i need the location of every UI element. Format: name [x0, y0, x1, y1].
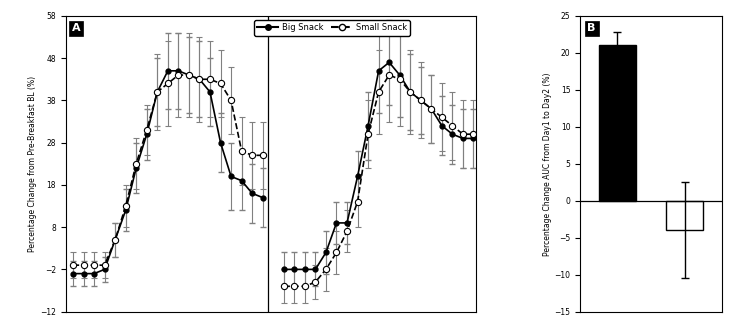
Bar	[599, 45, 636, 201]
Text: B: B	[588, 23, 596, 33]
Y-axis label: Percentage Change from Pre-Breakfast BL (%): Percentage Change from Pre-Breakfast BL …	[28, 76, 37, 252]
Text: A: A	[71, 23, 80, 33]
Y-axis label: Percentage Change AUC from Day1 to Day2 (%): Percentage Change AUC from Day1 to Day2 …	[543, 72, 552, 256]
Bar	[666, 201, 703, 230]
Legend: Big Snack, Small Snack: Big Snack, Small Snack	[254, 20, 410, 36]
